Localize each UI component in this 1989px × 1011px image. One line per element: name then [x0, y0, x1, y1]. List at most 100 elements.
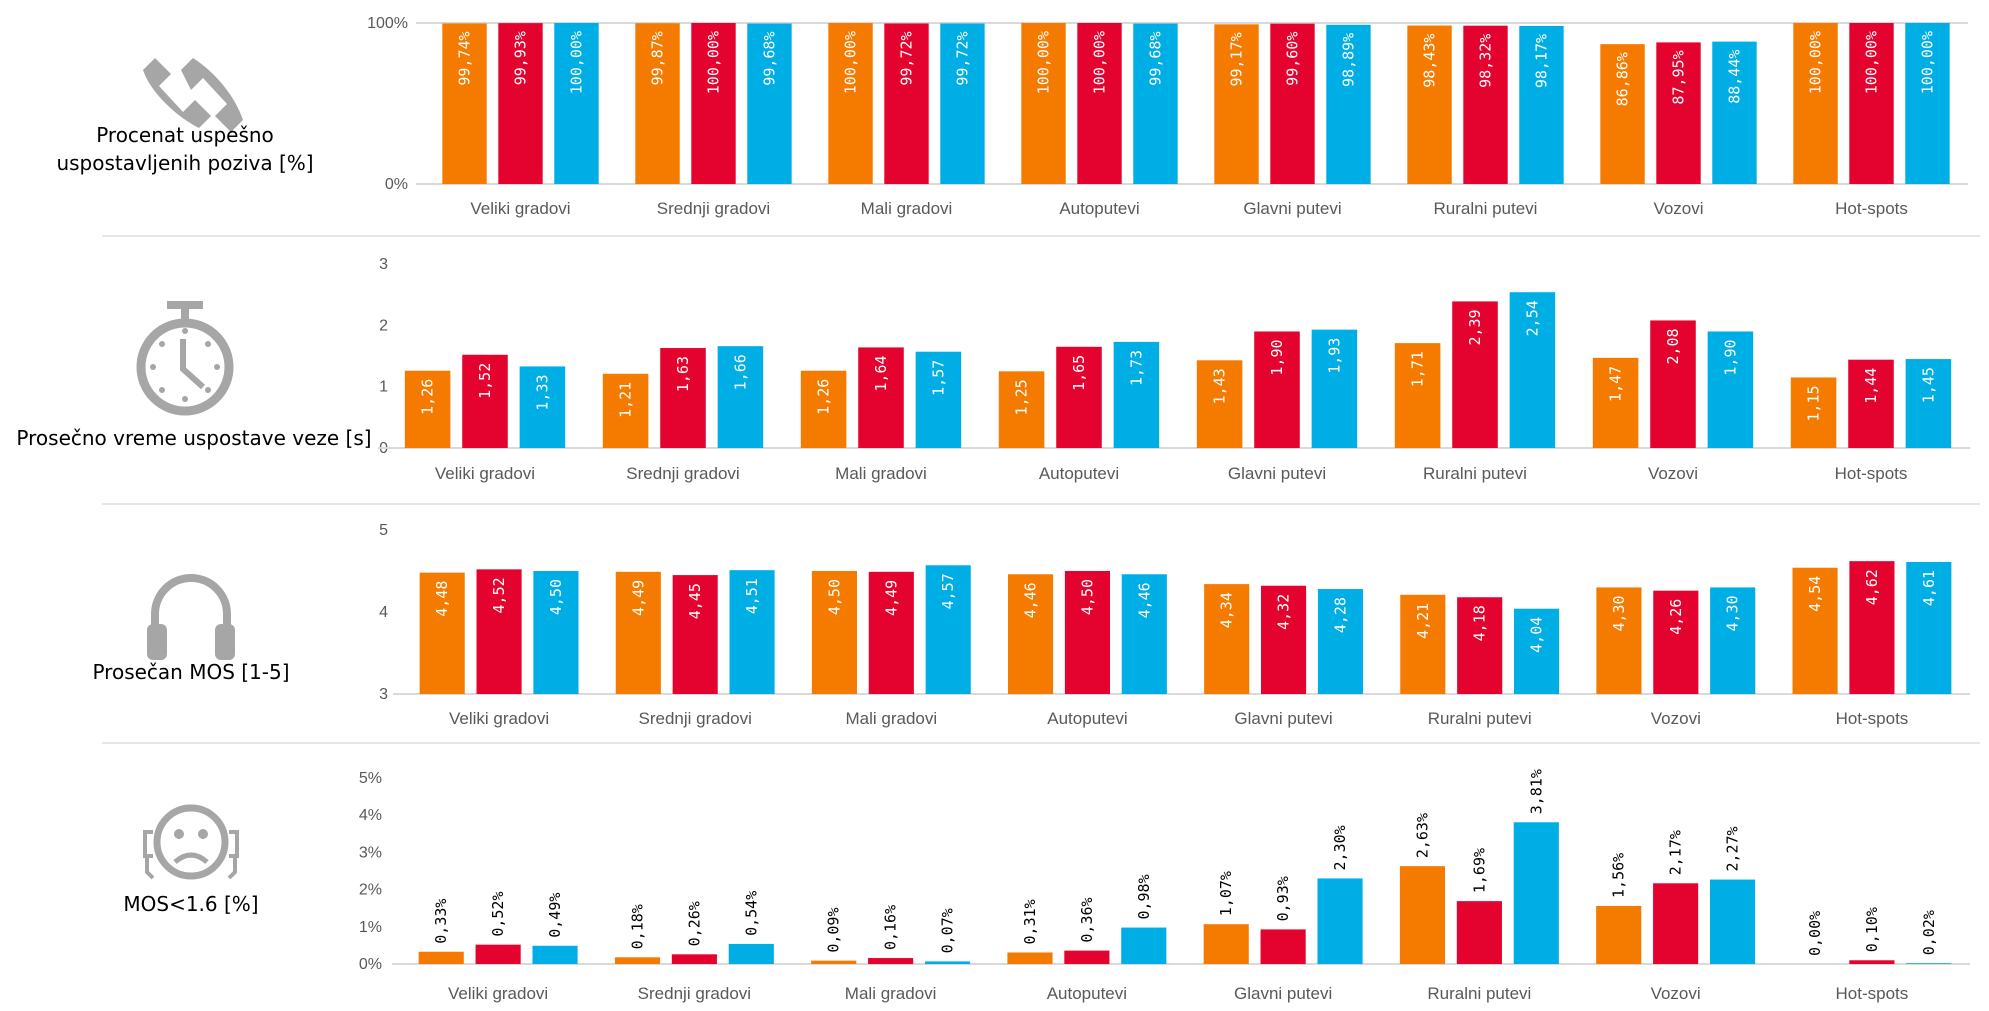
data-label: 0,52% — [489, 891, 507, 936]
category-label: Mali gradovi — [835, 464, 927, 483]
bar — [1653, 883, 1699, 964]
bar — [691, 23, 736, 184]
bar — [1021, 23, 1066, 184]
y-tick-label: 100% — [367, 15, 408, 32]
sad-face-headset-icon — [143, 804, 239, 880]
bar — [1905, 23, 1950, 184]
data-label: 4,54 — [1806, 576, 1824, 612]
bar — [476, 569, 522, 694]
data-label: 1,15 — [1805, 385, 1823, 421]
category-label: Glavni putevi — [1234, 709, 1332, 728]
data-label: 98,43% — [1421, 34, 1439, 88]
data-label: 4,30 — [1610, 595, 1628, 631]
bar — [1317, 589, 1363, 694]
data-label: 100,00% — [1918, 31, 1936, 94]
data-label: 0,00% — [1806, 911, 1824, 956]
y-tick-label: 2 — [379, 317, 388, 334]
bar — [1463, 25, 1508, 184]
bar — [1008, 574, 1054, 694]
data-label: 0,36% — [1078, 897, 1096, 942]
bar — [614, 957, 661, 964]
data-label: 99,60% — [1284, 32, 1302, 86]
bar — [404, 370, 451, 448]
data-label: 4,04 — [1528, 617, 1546, 653]
bar — [1793, 23, 1838, 184]
bar — [747, 23, 792, 185]
data-label: 1,73 — [1127, 350, 1145, 386]
data-label: 2,63% — [1413, 813, 1431, 858]
bar — [1592, 357, 1639, 448]
bar — [915, 351, 962, 448]
bar — [1056, 346, 1102, 448]
bar — [1848, 359, 1894, 448]
bar — [1653, 590, 1699, 694]
bar — [419, 572, 465, 694]
data-label: 0,18% — [628, 904, 646, 949]
data-label: 1,65 — [1070, 355, 1088, 391]
data-label: 1,90 — [1721, 339, 1739, 375]
category-label: Veliki gradovi — [449, 709, 549, 728]
bar — [811, 571, 857, 694]
category-label: Veliki gradovi — [470, 199, 570, 218]
chart-panel-3: 3 4 5 Veliki gradovi 4,48 4,52 4,50 Srednji gra… — [102, 522, 1980, 744]
bar — [1399, 866, 1446, 964]
bar — [602, 373, 649, 448]
category-label: Ruralni putevi — [1428, 709, 1532, 728]
data-label: 100,00% — [705, 31, 723, 94]
data-label: 1,93 — [1325, 338, 1343, 374]
data-label: 1,56% — [1610, 853, 1628, 898]
bar — [1064, 571, 1110, 694]
data-label: 3,81% — [1527, 769, 1545, 814]
watch-tick — [205, 341, 211, 347]
watch-stem — [181, 307, 189, 319]
bar — [717, 346, 764, 448]
bar — [1707, 331, 1754, 448]
watch-tick — [182, 328, 188, 334]
category-label: Ruralni putevi — [1423, 464, 1527, 483]
data-label: 1,44 — [1862, 368, 1880, 404]
chart-panel-1: 0% 100% Veliki gradovi 99,74% 99,93% 100,00% S… — [102, 15, 1980, 237]
category-label: Autoputevi — [1047, 709, 1127, 728]
bar — [1849, 561, 1895, 694]
bar — [519, 366, 566, 448]
panel-title: MOS<1.6 [%] — [123, 892, 259, 916]
bar — [615, 571, 661, 694]
bar — [671, 954, 717, 964]
bar — [1064, 950, 1110, 964]
bar — [1400, 594, 1446, 694]
category-label: Glavni putevi — [1243, 199, 1341, 218]
data-label: 100,00% — [1863, 31, 1881, 94]
bar — [1407, 25, 1452, 185]
y-tick-label: 3 — [379, 686, 388, 703]
category-label: Vozovi — [1653, 199, 1703, 218]
data-label: 99,87% — [649, 31, 667, 85]
bar — [533, 571, 579, 694]
data-label: 1,71 — [1409, 351, 1427, 387]
watch-tick — [205, 387, 211, 393]
headset-left — [143, 830, 155, 880]
panel-title: Prosečan MOS [1-5] — [92, 660, 290, 684]
data-label: 4,48 — [433, 581, 451, 617]
bar — [1456, 901, 1502, 964]
bar — [1596, 587, 1642, 694]
data-label: 1,64 — [872, 355, 890, 391]
handset-part — [143, 58, 211, 128]
face-outline — [153, 804, 229, 880]
data-label: 1,26 — [419, 379, 437, 415]
bar — [672, 575, 718, 694]
data-label: 86,86% — [1614, 52, 1632, 106]
watch-hands — [180, 339, 206, 390]
bar — [1513, 822, 1559, 964]
bar — [924, 961, 971, 964]
bar — [1906, 561, 1952, 694]
bar — [1600, 44, 1645, 185]
data-label: 0,16% — [882, 905, 900, 950]
bar — [442, 23, 487, 185]
ear-cup-right — [215, 624, 235, 660]
data-label: 0,98% — [1135, 874, 1153, 919]
bar — [1452, 301, 1498, 448]
bar — [1113, 341, 1160, 448]
data-label: 2,54 — [1523, 300, 1541, 336]
bar — [1514, 608, 1560, 694]
category-label: Mali gradovi — [845, 984, 937, 1003]
